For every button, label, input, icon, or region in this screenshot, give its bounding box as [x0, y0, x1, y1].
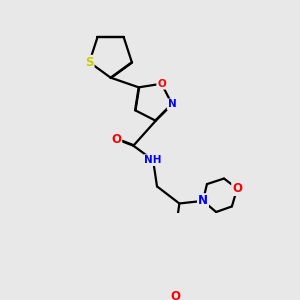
Text: N: N — [198, 194, 208, 207]
Text: O: O — [157, 79, 166, 89]
Text: O: O — [170, 290, 180, 300]
Text: N: N — [198, 194, 208, 207]
Text: N: N — [168, 99, 176, 110]
Text: O: O — [232, 182, 242, 195]
Text: S: S — [85, 56, 94, 69]
Text: NH: NH — [144, 155, 162, 165]
Text: O: O — [111, 133, 121, 146]
